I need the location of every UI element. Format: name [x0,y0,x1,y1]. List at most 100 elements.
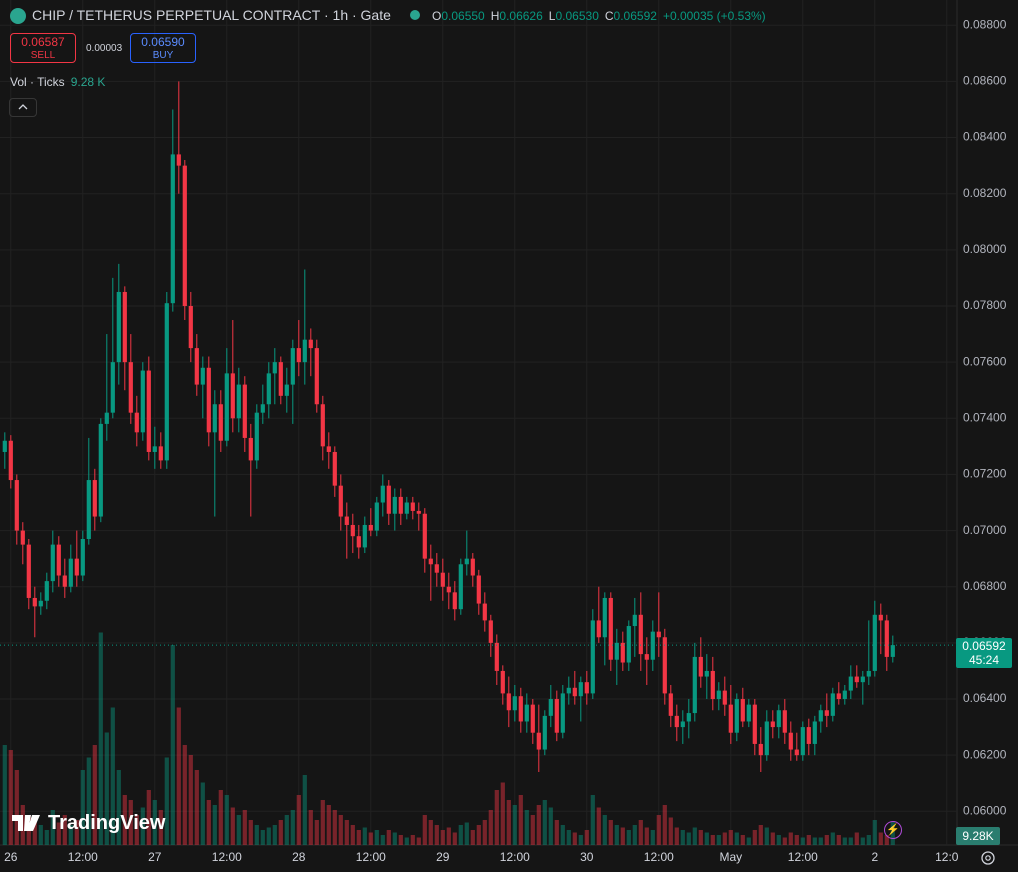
collapse-button[interactable] [9,98,37,117]
candle-body [440,572,445,587]
candle-body [674,715,679,728]
candle-body [134,412,139,433]
settings-button[interactable] [979,849,997,867]
candle-body [884,620,889,657]
candle-body [164,303,169,461]
volume-bar [674,827,679,845]
volume-bar [404,837,409,845]
candle-body [608,597,613,660]
volume-bar [110,707,115,845]
candle-body [122,291,127,363]
lightning-button[interactable]: ⚡ [884,821,902,839]
candle-body [572,687,577,697]
candle-body [494,642,499,671]
candle-body [446,586,451,593]
volume-bar [56,822,61,845]
volume-bar [518,795,523,845]
candle-body [536,732,541,750]
candle-body [128,362,133,413]
candle-body [422,513,427,559]
volume-bar [152,800,157,845]
volume-bar [572,832,577,845]
x-tick-label: 12:00 [788,850,818,864]
candle-body [488,620,493,643]
volume-bar [590,795,595,845]
volume-bar [224,795,229,845]
candle-body [356,536,361,548]
volume-bar [8,750,13,845]
candle-body [656,631,661,638]
volume-bar [14,770,19,845]
candle-body [518,696,523,722]
candle-body [410,502,415,511]
candle-body [686,713,691,722]
volume-bar [290,810,295,845]
candle-body [848,676,853,691]
spread: 0.00003 [86,43,123,54]
candle-body [806,727,811,744]
volume-bar [320,800,325,845]
candle-body [308,339,313,349]
volume-bar [626,830,631,845]
volume-bar [338,815,343,845]
candle-body [512,696,517,711]
candle-body [554,699,559,733]
candle-body [194,348,199,385]
change: +0.00035 (+0.53%) [662,9,766,23]
candle-body [830,693,835,716]
ohlc-legend: O0.06550 H0.06626 L0.06530 C0.06592 +0.00035… [432,9,766,23]
volume-bar [710,835,715,845]
candle-body [224,373,229,441]
volume-bar [746,837,751,845]
candle-body [626,626,631,663]
volume-bar [566,830,571,845]
candle-body [740,699,745,722]
volume-bar [248,820,253,845]
candle-body [704,670,709,677]
candle-body [32,597,37,607]
volume-bar [350,825,355,845]
candle-body [890,645,895,657]
candle-body [140,370,145,433]
candle-body [320,404,325,447]
volume-bar [764,827,769,845]
x-tick-label: 28 [292,850,306,864]
candle-body [758,743,763,756]
candle-body [548,699,553,716]
volume-bar [380,835,385,845]
buy-button[interactable]: 0.06590 BUY [130,33,196,63]
volume-bar [536,805,541,845]
candle-body [416,510,421,514]
y-tick-label: 0.06800 [963,579,1007,593]
candle-body [866,670,871,677]
volume-bar [32,820,37,845]
volume-bar [620,827,625,845]
sell-button[interactable]: 0.06587 SELL [10,33,76,63]
x-tick-label: 2 [871,850,878,864]
candle-body [158,446,163,461]
candle-body [110,362,115,413]
volume-bar [452,832,457,845]
volume-bar [476,825,481,845]
candle-body [680,721,685,728]
volume-bar [62,815,67,845]
candle-body [500,670,505,694]
y-tick-label: 0.06400 [963,691,1007,705]
candle-body [350,524,355,537]
volume-bar [146,790,151,845]
volume-bar [560,825,565,845]
symbol-title[interactable]: CHIP / TETHERUS PERPETUAL CONTRACT · 1h … [32,7,391,23]
candle-body [116,291,121,363]
volume-bar [344,820,349,845]
volume-bar [548,807,553,845]
volume-bar [164,757,169,845]
volume-bar [86,757,91,845]
candle-body [392,496,397,514]
candle-body [602,597,607,638]
o-label: O [432,9,442,23]
candle-body [710,670,715,700]
volume-bar [506,800,511,845]
y-tick-label: 0.07200 [963,467,1007,481]
h-label: H [490,9,500,23]
